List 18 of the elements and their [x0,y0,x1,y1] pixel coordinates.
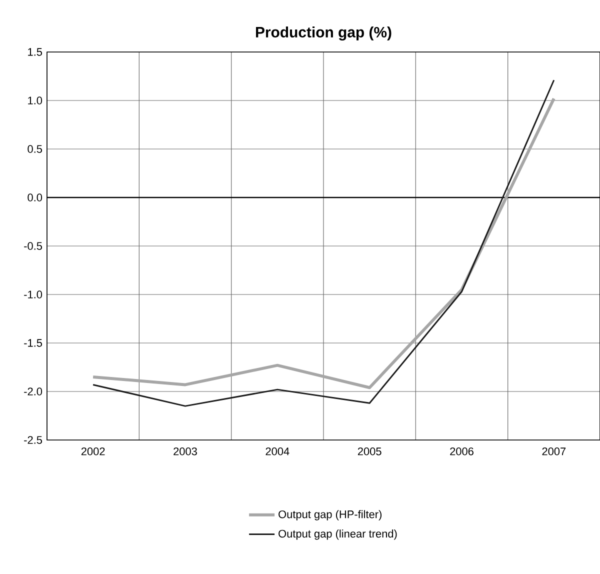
x-tick-label: 2003 [174,448,197,456]
legend-label: Output gap (HP-filter) [278,510,382,520]
chart-title: Production gap (%) [256,26,392,41]
x-tick-label: 2006 [450,448,474,456]
y-tick-label: 1.0 [28,96,42,104]
x-tick-label: 2007 [542,448,566,456]
x-tick-label: 2004 [266,448,290,456]
y-tick-label: 0.5 [28,145,42,153]
y-tick-label: 0.0 [28,194,42,202]
y-tick-label: -1.0 [24,290,42,298]
y-tick-label: -2.5 [24,436,42,444]
y-tick-label: -2.0 [24,388,42,396]
y-tick-label: -1.5 [24,339,42,347]
y-tick-label: -0.5 [24,242,42,250]
x-tick-label: 2005 [358,448,382,456]
legend-label: Output gap (linear trend) [278,530,397,540]
y-tick-label: 1.5 [28,48,42,56]
x-tick-label: 2002 [81,448,105,456]
